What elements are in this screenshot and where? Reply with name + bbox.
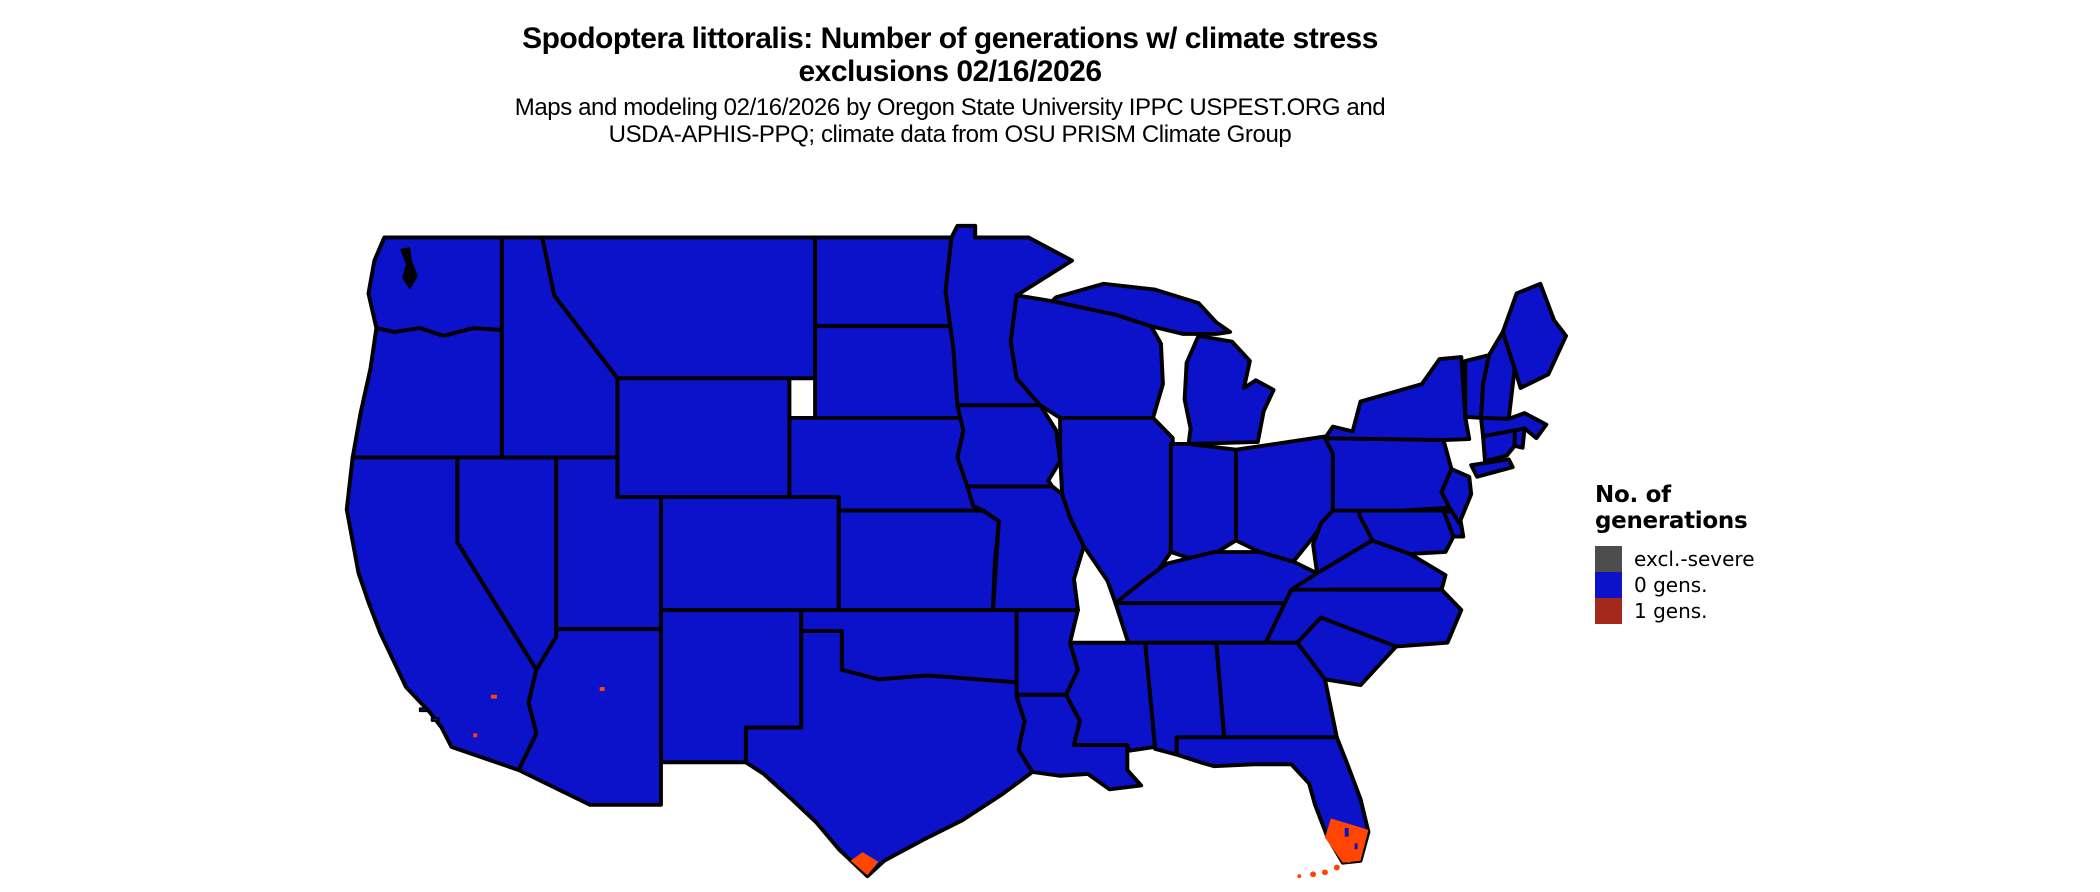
states-layer [344,223,1569,879]
page-subtitle: Maps and modeling 02/16/2026 by Oregon S… [325,94,1575,148]
legend-item-excl-severe: excl.-severe [1595,546,1815,572]
subtitle-line-1: Maps and modeling 02/16/2026 by Oregon S… [514,94,1386,121]
socal-1gen-speck [491,694,497,699]
state-michigan [1182,333,1276,446]
legend-items: excl.-severe 0 gens. 1 gens. [1595,546,1815,624]
state-kansas [836,508,1001,612]
legend-label-excl-severe: excl.-severe [1634,547,1755,571]
state-indiana [1168,442,1238,560]
state-arkansas [1014,607,1080,697]
state-colorado [658,495,841,612]
state-connecticut [1481,428,1517,464]
legend-item-0-gens: 0 gens. [1595,572,1815,598]
detail-overlays [400,247,1358,850]
san-diego-coast-1gen-speck [473,733,478,738]
title-line-1: Spodoptera littoralis: Number of generat… [522,22,1378,55]
puget-sound-waterways [400,247,418,290]
state-new-york-long-island [1469,457,1515,479]
florida-keys-dot [1321,869,1328,876]
florida-keys-dot [1297,874,1302,879]
florida-keys-dot [1345,856,1352,863]
us-map [344,223,1569,879]
state-oregon [350,326,504,460]
state-maine [1500,281,1569,390]
page-title: Spodoptera littoralis: Number of generat… [325,22,1575,88]
map-legend: No. of generations excl.-severe 0 gens. … [1595,482,1815,624]
legend-label-1-gens: 1 gens. [1634,599,1708,623]
legend-title: No. of generations [1595,482,1815,534]
florida-blue-speck [1344,827,1349,837]
one-generation-layer [473,687,1369,879]
legend-swatch-1-gens [1595,598,1622,624]
channel-island-2 [430,716,440,722]
florida-keys-dot [1310,871,1317,878]
state-michigan-upper-peninsula [1050,281,1233,336]
south-florida-1gen-patch [1324,818,1369,863]
legend-title-line-1: No. of [1595,482,1671,508]
florida-blue-speck [1354,843,1358,850]
state-mississippi [1064,640,1157,753]
legend-swatch-excl-severe [1595,546,1622,572]
state-new-jersey [1439,467,1474,525]
arizona-1gen-speck [599,687,605,691]
legend-swatch-0-gens [1595,572,1622,598]
state-north-dakota [813,235,960,329]
state-pennsylvania [1322,436,1454,513]
subtitle-line-2: USDA-APHIS-PPQ; climate data from OSU PR… [608,121,1292,148]
state-texas [743,629,1035,879]
legend-title-line-2: generations [1595,508,1748,534]
state-new-york [1322,355,1472,442]
state-south-dakota [813,324,970,420]
legend-label-0-gens: 0 gens. [1634,573,1708,597]
florida-keys-dot [1333,864,1340,871]
channel-island-1 [418,707,428,713]
state-wyoming [615,376,792,499]
legend-item-1-gens: 1 gens. [1595,598,1815,624]
title-line-2: exclusions 02/16/2026 [798,55,1102,88]
state-iowa [955,403,1063,489]
state-washington [366,235,504,338]
south-texas-1gen-patch [850,852,879,876]
